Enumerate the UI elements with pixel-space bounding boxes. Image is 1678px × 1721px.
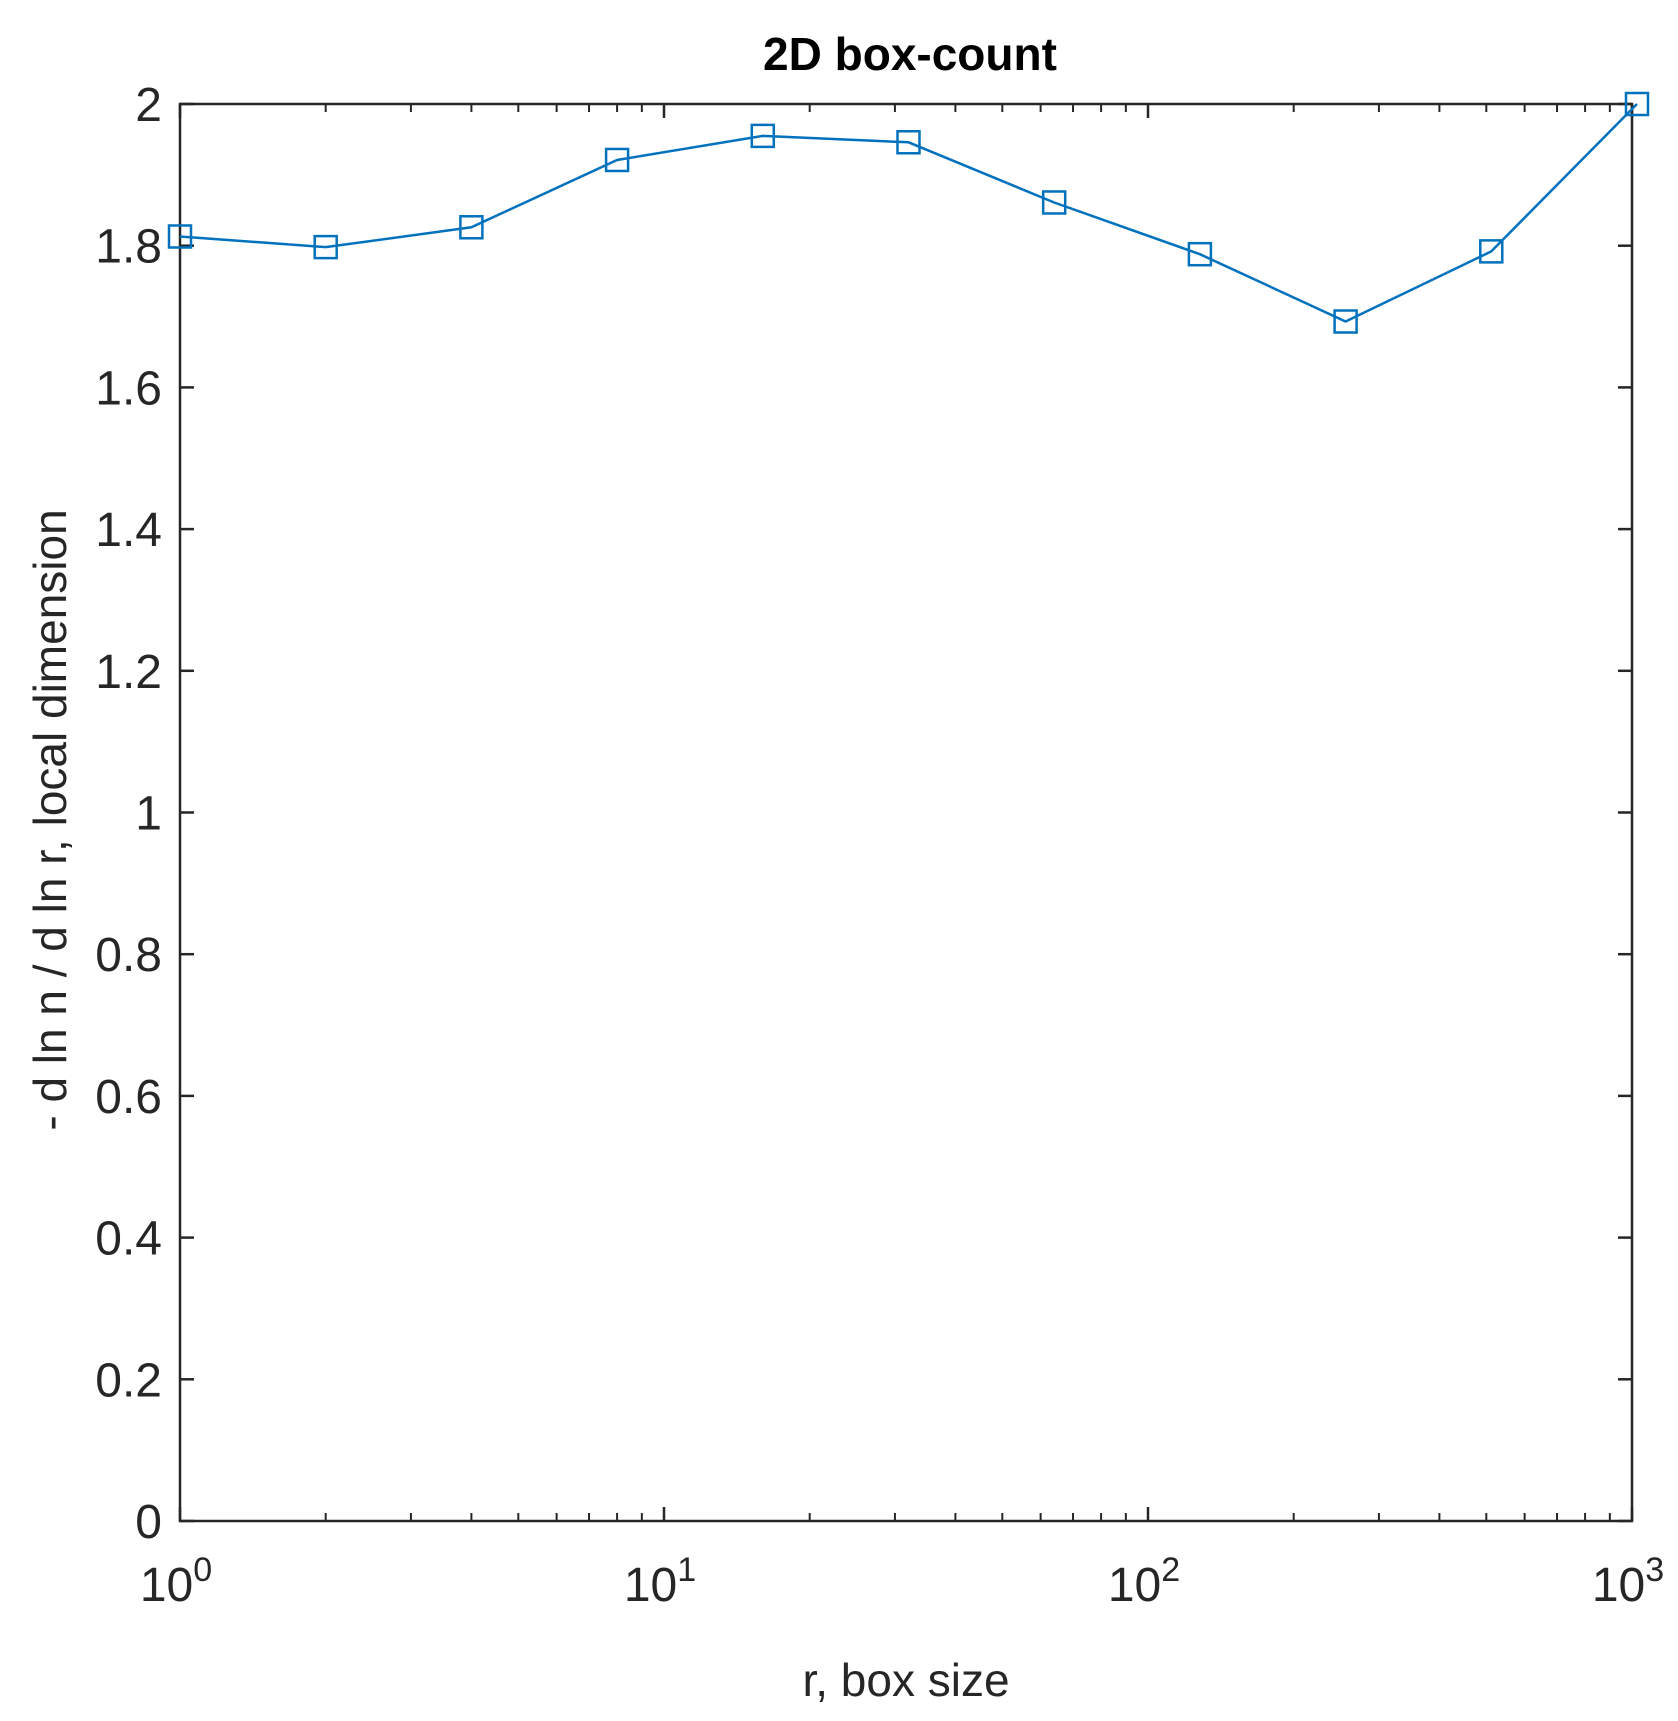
- x-tick-label: 101: [624, 1551, 696, 1612]
- y-tick-label: 1.8: [95, 221, 162, 274]
- y-tick-label: 1.2: [95, 646, 162, 699]
- y-tick-label: 0.2: [95, 1354, 162, 1407]
- data-point-marker: [167, 224, 193, 249]
- y-tick-label: 2: [135, 79, 162, 132]
- y-tick-label: 0.4: [95, 1213, 162, 1266]
- x-tick-label: 100: [140, 1551, 212, 1612]
- x-tick-label: 102: [1108, 1551, 1180, 1612]
- series-layer: [167, 91, 1650, 334]
- data-point-marker: [1187, 241, 1213, 267]
- x-axis-label: r, box size: [802, 1654, 1009, 1706]
- data-point-marker: [1333, 309, 1358, 334]
- data-point-marker: [313, 234, 338, 260]
- y-tick-label: 0.8: [95, 929, 162, 982]
- y-tick-label: 1.6: [95, 362, 162, 415]
- y-axis-label: - d ln n / d ln r, local dimension: [24, 509, 76, 1130]
- data-point-marker: [604, 147, 630, 173]
- data-point-marker: [1479, 239, 1504, 264]
- y-tick-label: 0: [135, 1496, 162, 1549]
- data-point-marker: [459, 215, 484, 240]
- data-point-marker: [1041, 190, 1067, 215]
- y-tick-label: 0.6: [95, 1071, 162, 1124]
- data-point-marker: [896, 130, 921, 155]
- chart-title: 2D box-count: [763, 28, 1057, 80]
- y-tick-label: 1.4: [95, 504, 162, 557]
- tick-labels-layer: 0 0.2 0.4 0.6 0.8 1 1.2 1.4 1.6 1.8 2 100 101 102 103: [95, 79, 1664, 1612]
- series-line: [179, 103, 1638, 323]
- data-point-marker: [750, 123, 776, 149]
- y-tick-label: 1: [135, 788, 162, 841]
- x-tick-label: 103: [1592, 1551, 1664, 1612]
- data-point-marker: [1624, 91, 1650, 117]
